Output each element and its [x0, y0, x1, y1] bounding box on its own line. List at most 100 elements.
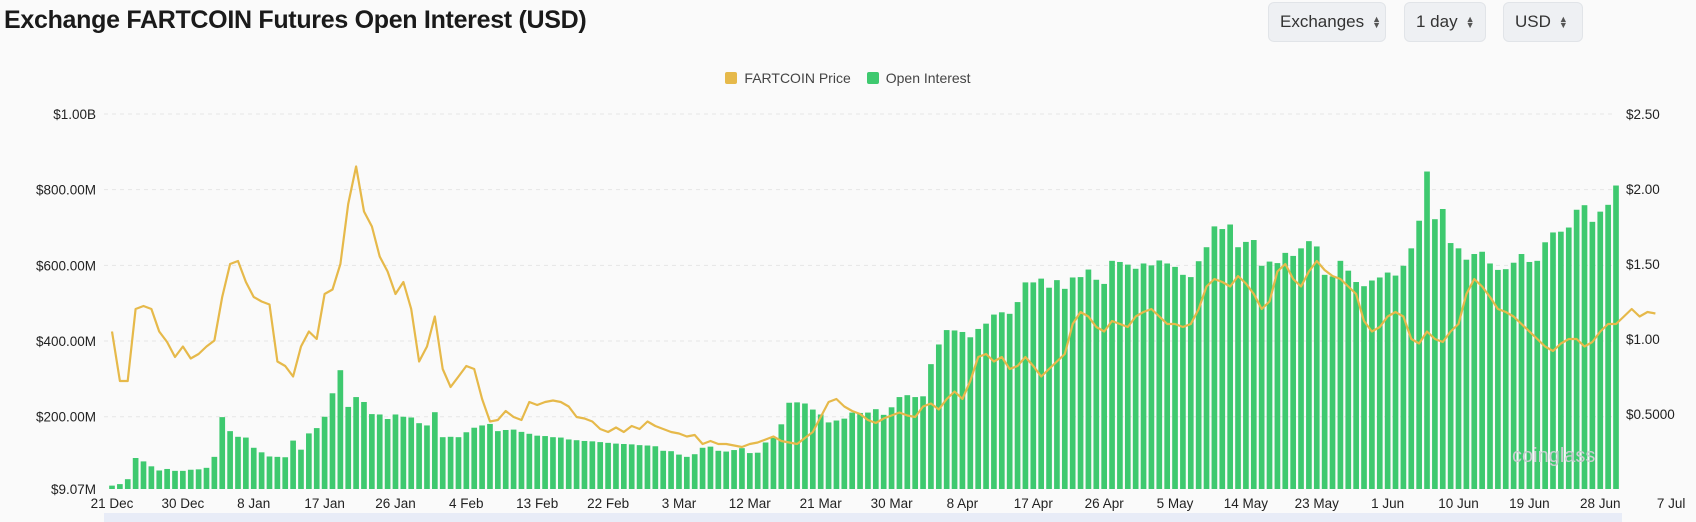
oi-bar — [802, 403, 808, 489]
oi-bar — [534, 435, 541, 489]
oi-bar — [1329, 276, 1336, 489]
oi-bar — [1250, 240, 1257, 489]
oi-bar — [1014, 302, 1021, 489]
y-left-tick-label: $1.00B — [53, 107, 96, 122]
oi-bar — [510, 429, 517, 489]
oi-bar — [124, 479, 131, 489]
oi-bar — [1597, 211, 1604, 489]
oi-bar — [487, 423, 493, 489]
oi-bar — [1156, 260, 1163, 489]
oi-bar — [1408, 248, 1415, 489]
oi-bar — [195, 469, 202, 489]
oi-bar — [1030, 282, 1037, 489]
x-tick-label: 13 Feb — [516, 496, 558, 511]
oi-bar — [597, 442, 604, 489]
oi-bar — [542, 436, 548, 489]
oi-bar — [1148, 265, 1155, 489]
currency-select[interactable]: USD ▲ ▼ — [1503, 2, 1583, 42]
oi-bar — [1518, 254, 1525, 489]
legend-item-price[interactable]: FARTCOIN Price — [725, 70, 851, 86]
oi-bar — [1361, 286, 1367, 489]
oi-bar — [408, 417, 415, 489]
y-right-tick-label: $2.00 — [1626, 182, 1660, 197]
oi-bar — [707, 446, 714, 489]
oi-bar — [313, 428, 320, 489]
oi-bar — [250, 447, 257, 489]
oi-bar — [920, 396, 926, 489]
oi-bar — [1479, 251, 1485, 489]
x-tick-label: 14 May — [1224, 496, 1269, 511]
oi-bar — [329, 393, 336, 489]
exchanges-select[interactable]: Exchanges ▲ ▼ — [1268, 2, 1386, 42]
x-tick-label: 1 Jun — [1371, 496, 1404, 511]
x-tick-label: 19 Jun — [1509, 496, 1550, 511]
oi-bar — [1258, 265, 1265, 489]
oi-bar — [1172, 266, 1178, 489]
oi-bar — [479, 425, 485, 489]
oi-bar — [526, 433, 533, 489]
oi-bar — [581, 440, 588, 489]
oi-bar — [1487, 263, 1493, 489]
oi-bar — [361, 401, 367, 489]
oi-bar — [1243, 241, 1249, 489]
oi-bar — [1337, 260, 1344, 489]
oi-bar — [1613, 185, 1619, 489]
oi-bar — [904, 395, 911, 489]
legend-item-oi[interactable]: Open Interest — [866, 70, 971, 86]
oi-bar — [723, 451, 730, 489]
oi-bar — [1542, 242, 1548, 489]
oi-bar — [1274, 263, 1281, 489]
oi-bar — [817, 414, 824, 489]
oi-bar — [1353, 282, 1359, 489]
oi-bar — [1455, 248, 1462, 489]
oi-bar — [495, 431, 501, 489]
oi-bar — [1392, 275, 1399, 489]
oi-bar — [1195, 261, 1202, 489]
oi-bar — [794, 402, 800, 489]
oi-bar — [140, 461, 147, 489]
oi-bar — [1109, 260, 1115, 489]
chart-legend: FARTCOIN Price Open Interest — [0, 70, 1696, 86]
oi-bar — [1124, 264, 1131, 489]
oi-bar — [1077, 277, 1084, 489]
oi-bar — [683, 456, 690, 489]
oi-bar — [849, 412, 856, 489]
oi-bar — [1605, 204, 1611, 489]
oi-bar — [1093, 279, 1100, 489]
x-tick-label: 10 Jun — [1438, 496, 1479, 511]
oi-bar — [880, 414, 887, 489]
oi-bar — [935, 344, 942, 489]
oi-bar — [668, 451, 674, 489]
oi-bar — [345, 406, 352, 489]
y-left-tick-label: $200.00M — [36, 410, 96, 425]
oi-bar — [1565, 227, 1572, 489]
oi-bar — [117, 484, 123, 489]
oi-bar — [613, 443, 619, 489]
y-axis-left: $9.07M $200.00M $400.00M $600.00M $800.00M $1… — [36, 107, 96, 497]
oi-bar — [888, 407, 895, 489]
oi-bar — [1022, 282, 1029, 489]
oi-bar — [376, 414, 383, 489]
oi-bar — [455, 437, 462, 489]
interval-select[interactable]: 1 day ▲ ▼ — [1404, 2, 1486, 42]
legend-swatch-price — [725, 72, 738, 84]
x-tick-label: 3 Mar — [662, 496, 697, 511]
x-tick-label: 26 Apr — [1085, 496, 1125, 511]
oi-bar — [1384, 272, 1391, 489]
oi-bar — [841, 418, 848, 489]
oi-bar — [1046, 287, 1052, 489]
oi-bar — [912, 397, 919, 489]
page-title: Exchange FARTCOIN Futures Open Interest … — [4, 6, 587, 34]
oi-bar — [660, 450, 667, 489]
zoom-slider-track[interactable] — [104, 513, 1622, 522]
oi-bar — [1227, 224, 1233, 489]
oi-bar — [463, 432, 470, 489]
oi-bar — [235, 436, 241, 489]
oi-bar — [786, 402, 793, 489]
oi-bar — [369, 414, 375, 489]
oi-bar — [180, 470, 186, 489]
legend-label-oi: Open Interest — [885, 70, 971, 86]
oi-bar — [778, 424, 785, 489]
oi-bar — [471, 427, 478, 489]
oi-bar — [266, 456, 273, 489]
